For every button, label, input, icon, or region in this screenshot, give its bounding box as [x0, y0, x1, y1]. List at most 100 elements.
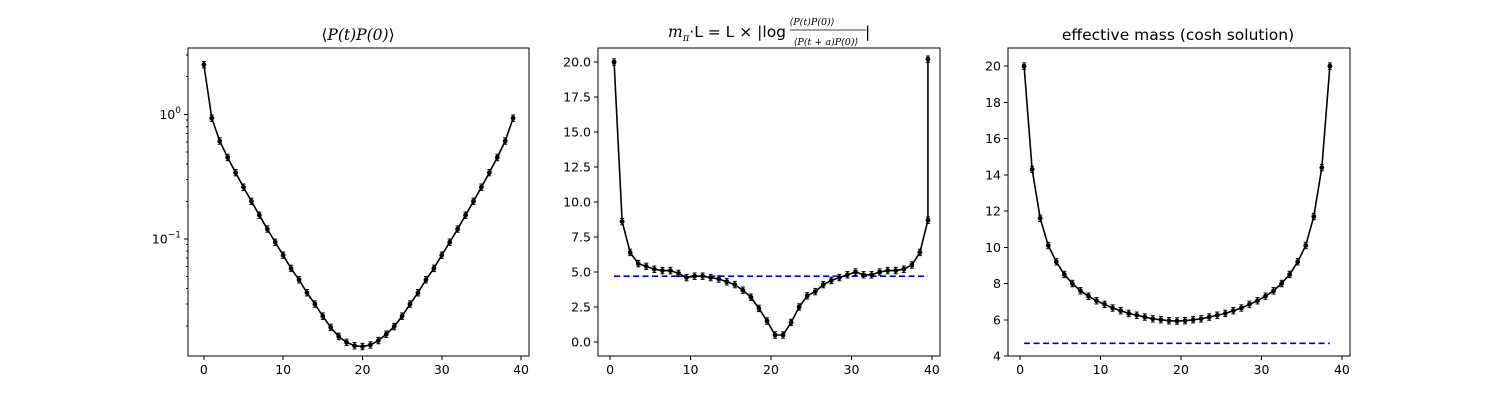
panel-2-y-tick-label: 7.5: [571, 230, 591, 245]
panel-3-y-tick-label: 6: [993, 312, 1001, 327]
panel-3-y-tick-label: 10: [985, 240, 1001, 255]
panel-1-y-tick-label-base: 10: [159, 107, 175, 122]
panel-1-y-tick-label-exponent: 0: [175, 106, 181, 116]
panel-3-data-point: [1086, 293, 1091, 299]
panel-2-data-point: [893, 268, 899, 273]
panel-2-data-point: [611, 59, 617, 65]
panel-3-data-point: [1045, 243, 1051, 248]
panel-3-data-point: [1279, 281, 1284, 286]
panel-1-data-point: [431, 265, 437, 271]
panel-2-title-bar: |: [865, 23, 870, 41]
panel-2-data-point: [861, 272, 866, 278]
panel-2-data-point: [651, 266, 657, 272]
panel-1-data-point: [479, 184, 484, 190]
panel-3-data-point: [1126, 311, 1132, 316]
panel-1-data-point: [336, 334, 342, 339]
panel-3-data-point: [1198, 316, 1204, 322]
panel-1-data-point: [209, 115, 215, 121]
panel-2-y-tick-label: 10.0: [563, 195, 591, 210]
panel-2-y-tick-label: 0.0: [571, 335, 591, 350]
panel-2-data-point: [909, 262, 915, 268]
panel-2-data-point: [643, 264, 649, 269]
panel-3-data-point: [1142, 314, 1148, 320]
panel-1-data-point: [447, 239, 453, 245]
panel-1-data-point: [494, 155, 500, 160]
panel-1-data-point: [502, 138, 508, 144]
panel-1-data-point: [510, 115, 516, 121]
panel-3-data-point: [1303, 243, 1309, 248]
panel-2-x-tick-label: 20: [763, 362, 779, 377]
panel-3-data-point: [1078, 288, 1083, 294]
panel-1-data-point: [264, 226, 270, 232]
panel-3-data-point: [1263, 293, 1268, 299]
panel-1-data-point: [217, 138, 223, 144]
panel-3-data-point: [1182, 318, 1188, 324]
panel-2-data-point: [772, 332, 778, 338]
panel-2-data-point: [748, 294, 754, 300]
panel-2-data-point: [635, 261, 641, 266]
panel-1-title: ⟨P(t)P(0)⟩: [321, 26, 394, 44]
panel-1-data-point: [288, 265, 294, 271]
panel-1-data-point: [272, 239, 278, 245]
panel-3-x-tick-label: 20: [1173, 362, 1189, 377]
panel-1-series-line: [203, 64, 514, 348]
panel-1-axes-frame: [187, 47, 530, 357]
panel-1-data-point: [304, 290, 310, 296]
panel-2-data-point: [925, 217, 931, 223]
panel-1-x-tick-label: 0: [200, 362, 208, 377]
panel-2-y-tick-label: 2.5: [571, 300, 591, 315]
panel-1-data-point: [256, 212, 262, 218]
panel-2-data-point: [901, 266, 907, 272]
panel-3-data-point: [1230, 308, 1236, 314]
panel-3-x-tick-label: 30: [1254, 362, 1270, 377]
panel-3-data-point: [1053, 259, 1059, 265]
panel-3-data-point: [1214, 312, 1220, 318]
panel-3-y-tick-label: 4: [993, 349, 1001, 364]
panel-3-data-point: [1295, 259, 1301, 265]
panel-2-data-point: [788, 320, 794, 325]
panel-3-data-point: [1238, 305, 1244, 311]
panel-1-y-tick-label-base: 10: [152, 231, 168, 246]
panel-1-data-point: [391, 324, 397, 329]
panel-3-data-point: [1158, 317, 1164, 323]
panel-3-data-point: [1271, 288, 1276, 294]
panel-2-data-point: [708, 275, 714, 280]
panel-3-data-point: [1247, 301, 1252, 307]
panel-1-x-tick-label: 40: [513, 362, 529, 377]
panel-2-data-point: [925, 56, 931, 62]
panel-3-data-point: [1134, 312, 1140, 318]
panel-2-data-point: [853, 269, 858, 275]
panel-3-data-point: [1319, 165, 1325, 170]
panel-3-data-point: [1206, 314, 1212, 320]
panel-1-data-point: [455, 226, 461, 232]
panel-1-x-tick-label: 20: [355, 362, 371, 377]
panel-3-data-point: [1174, 318, 1180, 324]
panel-1-data-point: [280, 252, 286, 258]
panel-2-data-point: [732, 282, 738, 287]
panel-2-title-lhs: mπ·L = L × |log: [668, 23, 786, 44]
panel-2-data-point: [917, 250, 923, 255]
panel-1-data-point: [367, 342, 373, 348]
panel-2-data-point: [869, 272, 874, 278]
panel-3-data-point: [1327, 63, 1333, 69]
panel-2-x-tick-label: 10: [683, 362, 699, 377]
panel-3-data-point: [1102, 301, 1107, 307]
panel-1-data-point: [352, 343, 357, 349]
panel-2-data-point: [877, 269, 883, 275]
panel-1-title-close: ⟩: [389, 26, 395, 44]
panel-2-x-tick-label: 0: [606, 362, 614, 377]
panel-1-data-point: [415, 290, 421, 296]
panel-2-data-point: [716, 276, 722, 282]
panel-3-y-tick-label: 18: [985, 95, 1001, 110]
panel-1-y-tick-label: 100: [159, 106, 181, 122]
panel-2-title-pi: π: [682, 33, 690, 44]
panel-1-data-point: [439, 252, 445, 258]
panel-2-y-tick-label: 5.0: [571, 265, 591, 280]
panel-2-title-denominator: ⟨P(t + a)P(0)⟩: [794, 37, 859, 48]
panel-2-title-rest: ·L = L × |log: [689, 23, 786, 41]
panel-2-data-point: [627, 250, 633, 255]
panel-3-data-point: [1166, 318, 1172, 324]
panel-1-data-point: [225, 155, 231, 160]
panel-1-data-point: [249, 198, 254, 204]
